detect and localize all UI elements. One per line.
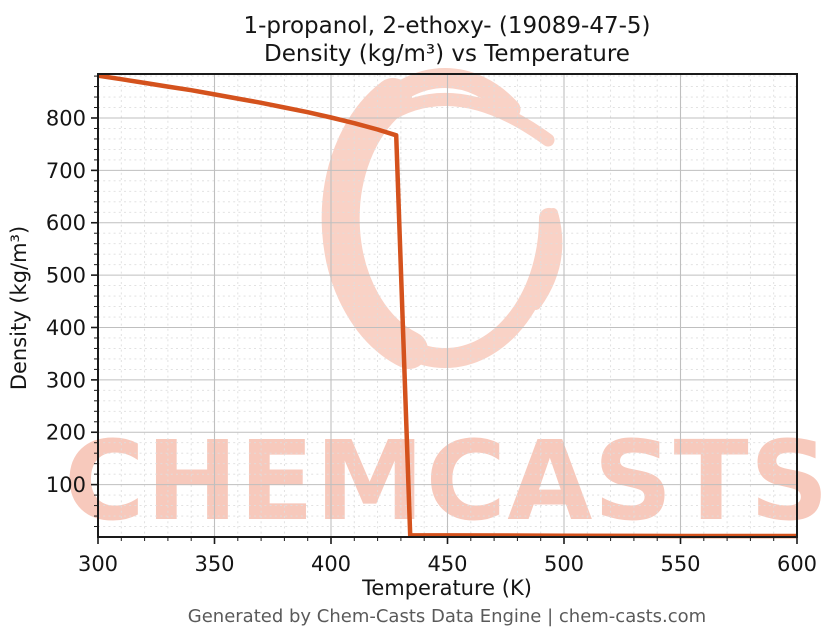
x-tick-label: 350 <box>194 552 234 576</box>
x-tick-label: 550 <box>660 552 700 576</box>
y-tick-label: 100 <box>46 473 86 497</box>
y-tick-label: 300 <box>46 368 86 392</box>
y-tick-label: 500 <box>46 264 86 288</box>
footer-credit: Generated by Chem-Casts Data Engine | ch… <box>188 606 706 627</box>
x-tick-label: 450 <box>427 552 467 576</box>
y-tick-label: 400 <box>46 316 86 340</box>
tick-labels: 300 350 400 450 500 550 600 100 200 300 400 500 600 7… <box>46 106 817 576</box>
y-tick-label: 800 <box>46 106 86 130</box>
x-tick-label: 500 <box>544 552 584 576</box>
watermark-crescent-icon <box>531 208 563 310</box>
y-axis-label: Density (kg/m³) <box>7 226 31 390</box>
density-curve <box>97 73 797 539</box>
chart-title: 1-propanol, 2-ethoxy- (19089-47-5) <box>244 13 651 39</box>
y-tick-label: 200 <box>46 421 86 445</box>
plot-border <box>97 73 798 538</box>
x-tick-label: 600 <box>777 552 817 576</box>
x-tick-label: 400 <box>311 552 351 576</box>
y-tick-label: 700 <box>46 159 86 183</box>
watermark-logo <box>321 68 563 369</box>
y-tick-label: 600 <box>46 211 86 235</box>
x-axis-label: Temperature (K) <box>361 576 532 600</box>
watermark-inner-arc-icon <box>378 93 555 147</box>
x-tick-label: 300 <box>78 552 118 576</box>
chart-subtitle: Density (kg/m³) vs Temperature <box>264 41 630 67</box>
